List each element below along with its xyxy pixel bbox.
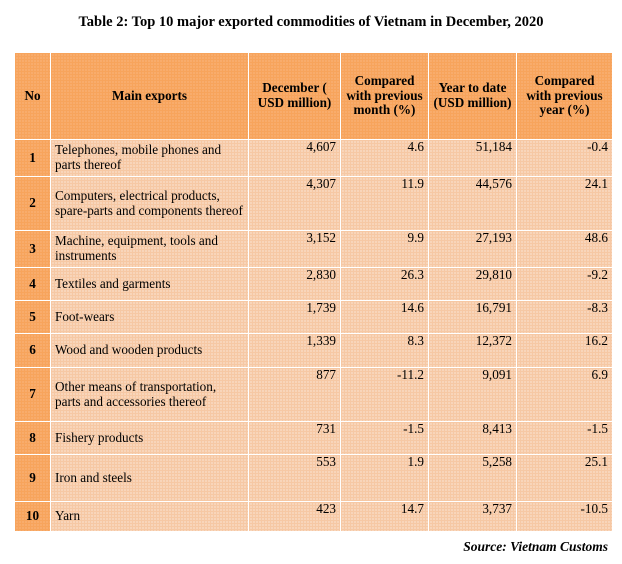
header-row: No Main exports December ( USD million) … [14, 52, 613, 140]
december-value: 4,307 [248, 176, 341, 231]
december-value: 2,830 [248, 267, 341, 301]
commodity-name: Machine, equipment, tools and instrument… [50, 230, 249, 268]
table-title: Table 2: Top 10 major exported commoditi… [78, 14, 544, 30]
row-number: 4 [14, 267, 51, 301]
month-change: 11.9 [340, 176, 429, 231]
commodity-name: Fishery products [50, 421, 249, 455]
table-row: 4 Textiles and garments 2,830 26.3 29,81… [14, 267, 613, 301]
table-row: 2 Computers, electrical products, spare-… [14, 176, 613, 231]
row-number: 7 [14, 367, 51, 422]
ytd-value: 8,413 [428, 421, 517, 455]
header-no: No [14, 52, 51, 140]
year-change: 48.6 [516, 230, 613, 268]
ytd-value: 51,184 [428, 139, 517, 177]
year-change: -9.2 [516, 267, 613, 301]
row-number: 3 [14, 230, 51, 268]
december-value: 553 [248, 454, 341, 502]
commodity-name: Yarn [50, 501, 249, 532]
row-number: 2 [14, 176, 51, 231]
commodity-name: Iron and steels [50, 454, 249, 502]
commodity-name: Other means of transportation, parts and… [50, 367, 249, 422]
month-change: 14.7 [340, 501, 429, 532]
exports-table: No Main exports December ( USD million) … [14, 52, 613, 532]
ytd-value: 9,091 [428, 367, 517, 422]
month-change: 14.6 [340, 300, 429, 334]
december-value: 1,339 [248, 333, 341, 368]
row-number: 10 [14, 501, 51, 532]
table-row: 10 Yarn 423 14.7 3,737 -10.5 [14, 501, 613, 532]
year-change: 6.9 [516, 367, 613, 422]
ytd-value: 16,791 [428, 300, 517, 334]
month-change: 26.3 [340, 267, 429, 301]
row-number: 6 [14, 333, 51, 368]
table-row: 7 Other means of transportation, parts a… [14, 367, 613, 422]
row-number: 1 [14, 139, 51, 177]
year-change: 24.1 [516, 176, 613, 231]
header-december: December ( USD million) [248, 52, 341, 140]
commodity-name: Foot-wears [50, 300, 249, 334]
ytd-value: 44,576 [428, 176, 517, 231]
header-year-to-date: Year to date (USD million) [428, 52, 517, 140]
table-row: 6 Wood and wooden products 1,339 8.3 12,… [14, 333, 613, 368]
ytd-value: 12,372 [428, 333, 517, 368]
month-change: -1.5 [340, 421, 429, 455]
month-change: -11.2 [340, 367, 429, 422]
commodity-name: Telephones, mobile phones and parts ther… [50, 139, 249, 177]
month-change: 1.9 [340, 454, 429, 502]
table-row: 8 Fishery products 731 -1.5 8,413 -1.5 [14, 421, 613, 455]
commodity-name: Computers, electrical products, spare-pa… [50, 176, 249, 231]
row-number: 9 [14, 454, 51, 502]
december-value: 731 [248, 421, 341, 455]
december-value: 3,152 [248, 230, 341, 268]
table-row: 1 Telephones, mobile phones and parts th… [14, 139, 613, 177]
ytd-value: 5,258 [428, 454, 517, 502]
ytd-value: 3,737 [428, 501, 517, 532]
row-number: 8 [14, 421, 51, 455]
ytd-value: 27,193 [428, 230, 517, 268]
commodity-name: Textiles and garments [50, 267, 249, 301]
header-main-exports: Main exports [50, 52, 249, 140]
year-change: -0.4 [516, 139, 613, 177]
ytd-value: 29,810 [428, 267, 517, 301]
december-value: 1,739 [248, 300, 341, 334]
year-change: -1.5 [516, 421, 613, 455]
table-row: 5 Foot-wears 1,739 14.6 16,791 -8.3 [14, 300, 613, 334]
source-note: Source: Vietnam Customs [463, 539, 608, 554]
year-change: 16.2 [516, 333, 613, 368]
table-row: 9 Iron and steels 553 1.9 5,258 25.1 [14, 454, 613, 502]
table-row: 3 Machine, equipment, tools and instrume… [14, 230, 613, 268]
row-number: 5 [14, 300, 51, 334]
december-value: 877 [248, 367, 341, 422]
header-compared-year: Compared with previous year (%) [516, 52, 613, 140]
december-value: 4,607 [248, 139, 341, 177]
december-value: 423 [248, 501, 341, 532]
year-change: 25.1 [516, 454, 613, 502]
header-compared-month: Compared with previous month (%) [340, 52, 429, 140]
commodity-name: Wood and wooden products [50, 333, 249, 368]
year-change: -10.5 [516, 501, 613, 532]
month-change: 9.9 [340, 230, 429, 268]
month-change: 8.3 [340, 333, 429, 368]
month-change: 4.6 [340, 139, 429, 177]
year-change: -8.3 [516, 300, 613, 334]
